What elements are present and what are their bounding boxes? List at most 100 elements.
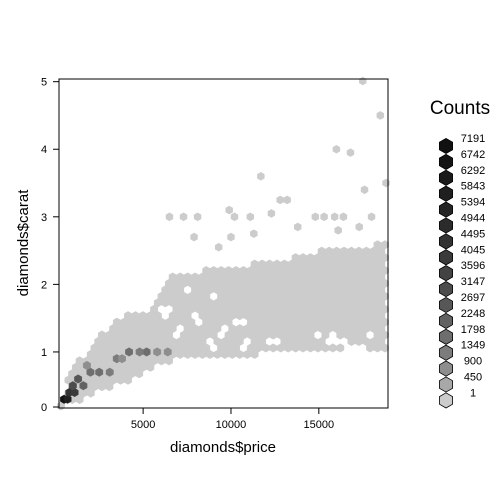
- legend-hex: [439, 169, 453, 186]
- legend-hex: [439, 312, 453, 329]
- hex-cell: [325, 246, 334, 256]
- hex-cell: [232, 266, 240, 276]
- hex-cell: [381, 240, 389, 250]
- legend-hex: [439, 137, 453, 155]
- hex-cell-sparse: [225, 205, 233, 215]
- legend: 7191 6742 6292 5843 5394 4944 4495 4045 3596 3147…: [439, 133, 485, 409]
- y-tick-label: 0: [41, 402, 47, 414]
- y-axis: 0 1 2 3 4 5: [41, 77, 60, 414]
- legend-hex: [439, 296, 453, 314]
- legend-label: 1349: [461, 340, 485, 352]
- hex-cell: [224, 266, 233, 276]
- hex-cell-sparse: [179, 212, 188, 222]
- hex-cell-sparse: [346, 148, 355, 157]
- legend-label: 2248: [461, 308, 485, 320]
- legend-label: 900: [464, 356, 482, 368]
- legend-hex: [439, 376, 453, 393]
- legend-label: 1798: [461, 324, 485, 336]
- hex-cell: [362, 246, 371, 256]
- hex-cell-dense: [86, 367, 95, 377]
- hex-cell-dense: [163, 347, 172, 357]
- hex-cell-sparse: [334, 226, 342, 235]
- x-axis-title: diamonds$price: [170, 439, 276, 456]
- hex-cell: [258, 259, 267, 269]
- y-tick-label: 2: [41, 279, 47, 291]
- y-axis-title: diamonds$carat: [15, 189, 32, 297]
- hex-cell-dense: [68, 381, 77, 391]
- hex-cell-sparse: [339, 212, 348, 222]
- hex-cell: [265, 259, 274, 269]
- y-tick-label: 1: [41, 347, 47, 359]
- hex-cell: [75, 356, 84, 366]
- legend-label: 4045: [461, 244, 485, 256]
- hex-cell-sparse: [267, 209, 276, 218]
- x-tick-label: 10000: [216, 419, 247, 431]
- legend-label: 7191: [461, 133, 485, 145]
- hex-cell: [138, 311, 147, 321]
- legend-label: 6292: [461, 165, 485, 177]
- legend-hex: [439, 233, 453, 250]
- legend-hex: [439, 185, 453, 202]
- hex-cell-sparse: [276, 195, 284, 205]
- hex-cell: [306, 253, 315, 263]
- hex-cell-dense: [105, 367, 114, 377]
- hex-cell-dense: [135, 347, 144, 357]
- hex-cell: [273, 259, 281, 269]
- hex-cell-sparse: [355, 222, 363, 232]
- hex-cell: [183, 272, 192, 282]
- legend-label: 2697: [461, 292, 485, 304]
- hex-cell: [250, 259, 259, 269]
- hex-cell: [332, 246, 341, 256]
- hex-cell: [354, 246, 363, 256]
- legend-label: 450: [464, 372, 482, 384]
- hex-cell: [336, 343, 345, 353]
- hex-cell: [131, 311, 140, 321]
- hex-cell-dense: [82, 360, 91, 370]
- legend-label: 4944: [461, 213, 485, 225]
- hex-cell: [347, 246, 356, 256]
- hex-cell: [176, 272, 185, 282]
- legend-label: 3596: [461, 260, 485, 272]
- legend-label: 4495: [461, 228, 485, 240]
- hex-cell: [217, 266, 226, 276]
- hex-cell: [340, 246, 348, 256]
- hex-cell-sparse: [193, 212, 202, 222]
- legend-hex: [439, 249, 453, 266]
- hex-cell: [98, 330, 106, 340]
- hex-cell-dense: [70, 387, 79, 398]
- legend-hex: [439, 344, 453, 361]
- hex-cell-sparse: [257, 171, 265, 181]
- hex-cell: [299, 253, 307, 263]
- legend-hex: [439, 360, 453, 377]
- hex-cell-sparse: [332, 144, 341, 154]
- x-tick-label: 5000: [131, 419, 155, 431]
- plot-area: [57, 76, 390, 411]
- hex-cell: [209, 266, 218, 276]
- hex-cell-sparse: [214, 242, 223, 252]
- hex-cell-sparse: [250, 229, 258, 238]
- legend-hex: [439, 265, 453, 282]
- hex-cell-sparse: [360, 185, 369, 195]
- hex-cell-sparse: [320, 212, 328, 222]
- legend-hex: [439, 217, 453, 234]
- hex-cell: [235, 324, 244, 334]
- legend-hex: [439, 328, 453, 345]
- hex-cell: [317, 246, 326, 256]
- legend-title: Counts: [430, 98, 490, 119]
- hex-cell: [202, 266, 211, 276]
- hex-cell-sparse: [294, 222, 302, 232]
- hex-cell: [239, 266, 248, 276]
- hex-cell-sparse: [330, 212, 339, 222]
- hex-cell-dense: [74, 374, 83, 384]
- y-tick-label: 3: [41, 212, 47, 224]
- legend-label: 1: [470, 387, 476, 399]
- legend-label: 5394: [461, 197, 485, 209]
- hex-cell-dense: [125, 347, 133, 357]
- hex-cell-dense: [142, 347, 151, 357]
- legend-label: 5843: [461, 181, 485, 193]
- hex-cell-sparse: [376, 111, 385, 120]
- hex-cell-sparse: [246, 212, 255, 222]
- hex-cell: [112, 317, 121, 327]
